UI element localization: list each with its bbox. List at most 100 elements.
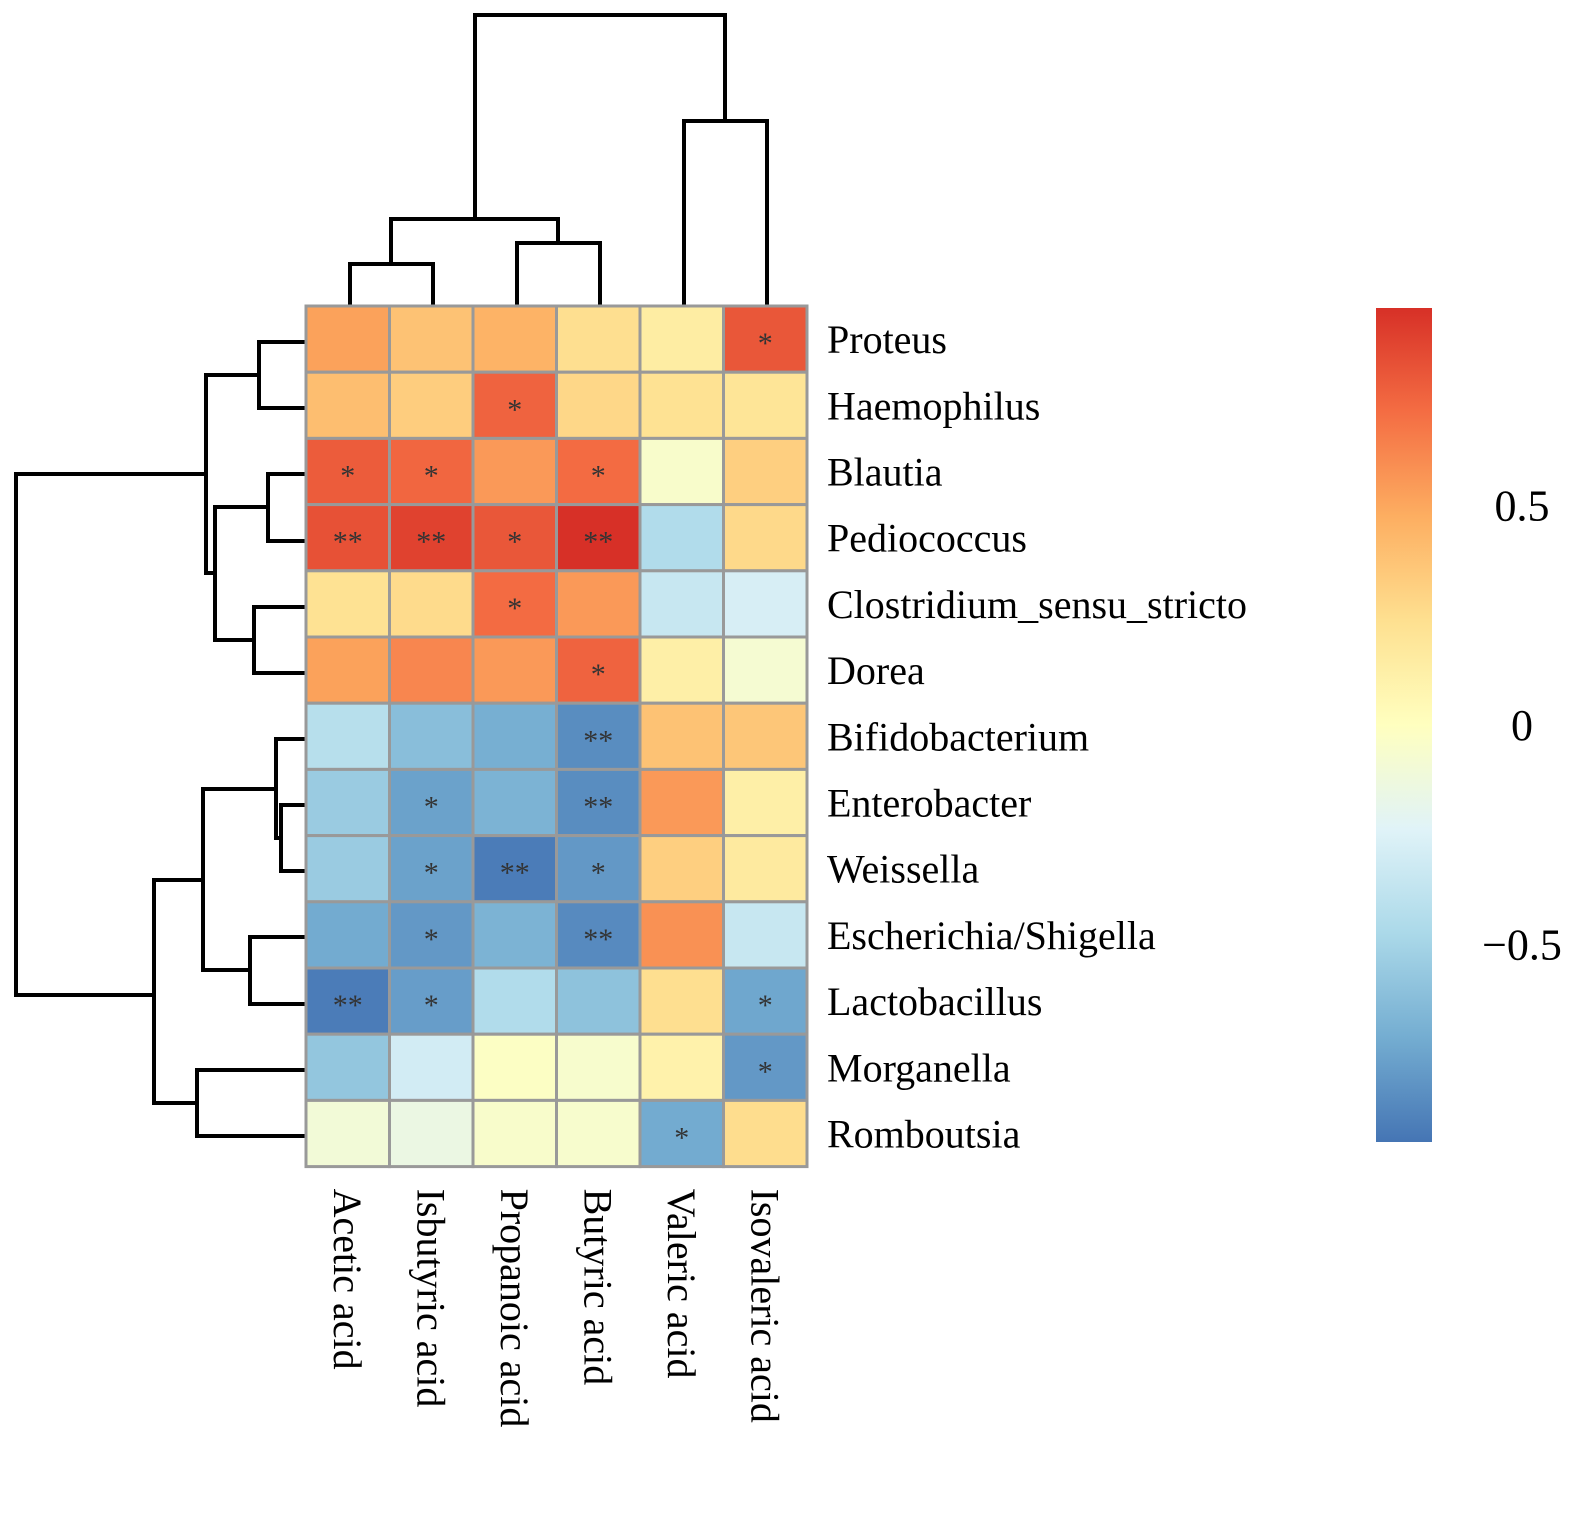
heatmap-cell-haemophilus-isovaleric-acid [722, 370, 809, 440]
row-label-pediococcus: Pediococcus [827, 516, 1027, 561]
row-dendrogram-branch-positive-inner [213, 505, 268, 642]
heatmap-cell-romboutsia-propanoic-acid [471, 1098, 558, 1169]
colorbar-tick-label: −0.5 [1482, 920, 1562, 969]
row-dendrogram [14, 340, 306, 1138]
significance-mark-blautia-acetic-acid: * [340, 460, 355, 493]
row-label-haemophilus: Haemophilus [827, 383, 1040, 428]
column-label-butyric-acid: Butyric acid [575, 1189, 620, 1386]
heatmap-cell-dorea-propanoic-acid [471, 635, 558, 705]
row-label-bifidobacterium: Bifidobacterium [827, 714, 1089, 759]
significance-mark-pediococcus-butyric-acid: ** [583, 526, 613, 559]
heatmap-cell-morganella-acetic-acid [304, 1032, 391, 1102]
significance-mark-enterobacter-butyric-acid: ** [583, 791, 613, 824]
heatmap-cell-morganella-isovaleric-acid [722, 1032, 809, 1102]
heatmap-cell-dorea-isovaleric-acid [722, 635, 809, 705]
heatmap-cell-morganella-butyric-acid [555, 1032, 642, 1102]
row-label-clostridium-sensu-stricto: Clostridium_sensu_stricto [827, 582, 1247, 627]
row-dendrogram-branch-negative-cluster [152, 878, 203, 1105]
significance-mark-lactobacillus-acetic-acid: ** [333, 989, 363, 1022]
row-label-weissella: Weissella [827, 847, 980, 892]
heatmap-cell-dorea-acetic-acid [304, 635, 391, 705]
heatmap-cell-escherichia-shigella-isovaleric-acid [722, 900, 809, 970]
heatmap-cell-clostridium-sensu-stricto-isbutyric-acid [388, 569, 475, 639]
heatmap-cell-morganella-propanoic-acid [471, 1032, 558, 1102]
heatmap-cell-pediococcus-isovaleric-acid [722, 503, 809, 573]
row-label-blautia: Blautia [827, 450, 943, 495]
column-labels: Acetic acid Isbutyric acid Propanoic acid B… [325, 1189, 788, 1428]
row-dendrogram-branch-enterobacter-weissella [279, 803, 306, 873]
significance-mark-romboutsia-valeric-acid: * [674, 1122, 689, 1155]
significance-mark-pediococcus-propanoic-acid: * [507, 526, 522, 559]
row-dendrogram-branch-escherichia-lactobacillus [248, 935, 306, 1006]
colorbar-gradient-bar [1376, 308, 1432, 1142]
heatmap-cell-proteus-isovaleric-acid [722, 304, 809, 374]
heatmap-cell-blautia-acetic-acid [304, 436, 391, 507]
heatmap-cell-pediococcus-acetic-acid [304, 503, 391, 573]
heatmap-cell-escherichia-shigella-propanoic-acid [471, 900, 558, 970]
significance-mark-lactobacillus-isovaleric-acid: * [758, 989, 773, 1022]
significance-mark-clostridium-sensu-stricto-propanoic-acid: * [507, 592, 522, 625]
heatmap-cell-dorea-isbutyric-acid [388, 635, 475, 705]
column-label-valeric-acid: Valeric acid [659, 1189, 704, 1379]
significance-labels: *** * *** ** * ******* *** ** ** **** * *** [333, 327, 773, 1154]
heatmap-cell-morganella-valeric-acid [638, 1032, 725, 1102]
heatmap-cell-enterobacter-propanoic-acid [471, 767, 558, 838]
heatmap-cell-blautia-propanoic-acid [471, 436, 558, 507]
heatmap-cell-enterobacter-isovaleric-acid [722, 767, 809, 838]
heatmap-cell-clostridium-sensu-stricto-acetic-acid [304, 569, 391, 639]
heatmap-cell-romboutsia-isbutyric-acid [388, 1098, 475, 1169]
heatmap-cell-weissella-valeric-acid [638, 834, 725, 904]
heatmap-cell-romboutsia-isovaleric-acid [722, 1098, 809, 1169]
significance-mark-weissella-propanoic-acid: ** [500, 857, 530, 890]
row-labels: Proteus Haemophilus Blautia Pediococcus Clos… [827, 317, 1247, 1156]
heatmap-cell-bifidobacterium-valeric-acid [638, 701, 725, 771]
row-dendrogram-branch-clostridium-dorea [252, 605, 306, 675]
heatmap-cell-romboutsia-butyric-acid [555, 1098, 642, 1169]
colorbar-ticks: 0.5 0 −0.5 [1482, 482, 1562, 970]
column-dendrogram-branch-propanoic-butyric [515, 241, 602, 306]
heatmap-cell-dorea-butyric-acid [555, 635, 642, 705]
significance-mark-morganella-isovaleric-acid: * [758, 1055, 773, 1088]
heatmap-cell-enterobacter-acetic-acid [304, 767, 391, 838]
row-dendrogram-root [14, 472, 206, 997]
heatmap-cell-proteus-isbutyric-acid [388, 304, 475, 374]
significance-mark-weissella-isbutyric-acid: * [424, 857, 439, 890]
significance-mark-pediococcus-acetic-acid: ** [333, 526, 363, 559]
heatmap-cell-bifidobacterium-isbutyric-acid [388, 701, 475, 771]
heatmap-cell-morganella-isbutyric-acid [388, 1032, 475, 1102]
significance-mark-proteus-isovaleric-acid: * [758, 327, 773, 360]
row-dendrogram-branch-negative-inner [201, 787, 276, 972]
heatmap-cell-dorea-valeric-acid [638, 635, 725, 705]
heatmap-cell-weissella-isovaleric-acid [722, 834, 809, 904]
column-label-acetic-acid: Acetic acid [325, 1189, 370, 1370]
significance-mark-escherichia-shigella-butyric-acid: ** [583, 923, 613, 956]
heatmap-cell-romboutsia-acetic-acid [304, 1098, 391, 1169]
column-dendrogram-branch-valeric-isovaleric [682, 119, 769, 306]
heatmap-cell-haemophilus-valeric-acid [638, 370, 725, 440]
row-label-proteus: Proteus [827, 317, 947, 362]
heatmap-cell-proteus-acetic-acid [304, 304, 391, 374]
heatmap-cell-weissella-acetic-acid [304, 834, 391, 904]
significance-mark-haemophilus-propanoic-acid: * [507, 393, 522, 426]
heatmap-cell-lactobacillus-valeric-acid [638, 966, 725, 1036]
heatmap-cell-clostridium-sensu-stricto-isovaleric-acid [722, 569, 809, 639]
heatmap-cell-proteus-butyric-acid [555, 304, 642, 374]
heatmap-cell-lactobacillus-isovaleric-acid [722, 966, 809, 1036]
column-label-isbutyric-acid: Isbutyric acid [408, 1189, 453, 1408]
significance-mark-bifidobacterium-butyric-acid: ** [583, 724, 613, 757]
heatmap-cell-bifidobacterium-butyric-acid [555, 701, 642, 771]
significance-mark-enterobacter-isbutyric-acid: * [424, 791, 439, 824]
row-label-enterobacter: Enterobacter [827, 781, 1031, 826]
heatmap-cell-clostridium-sensu-stricto-butyric-acid [555, 569, 642, 639]
heatmap-cell-escherichia-shigella-butyric-acid [555, 900, 642, 970]
significance-mark-escherichia-shigella-isbutyric-acid: * [424, 923, 439, 956]
heatmap-cell-haemophilus-butyric-acid [555, 370, 642, 440]
column-dendrogram [348, 13, 769, 306]
row-label-morganella: Morganella [827, 1045, 1011, 1090]
heatmap-cell-blautia-valeric-acid [638, 436, 725, 507]
row-label-lactobacillus: Lactobacillus [827, 979, 1042, 1024]
row-dendrogram-branch-morganella-romboutsia [195, 1068, 306, 1138]
heatmap-cell-bifidobacterium-propanoic-acid [471, 701, 558, 771]
heatmap-cell-haemophilus-isbutyric-acid [388, 370, 475, 440]
